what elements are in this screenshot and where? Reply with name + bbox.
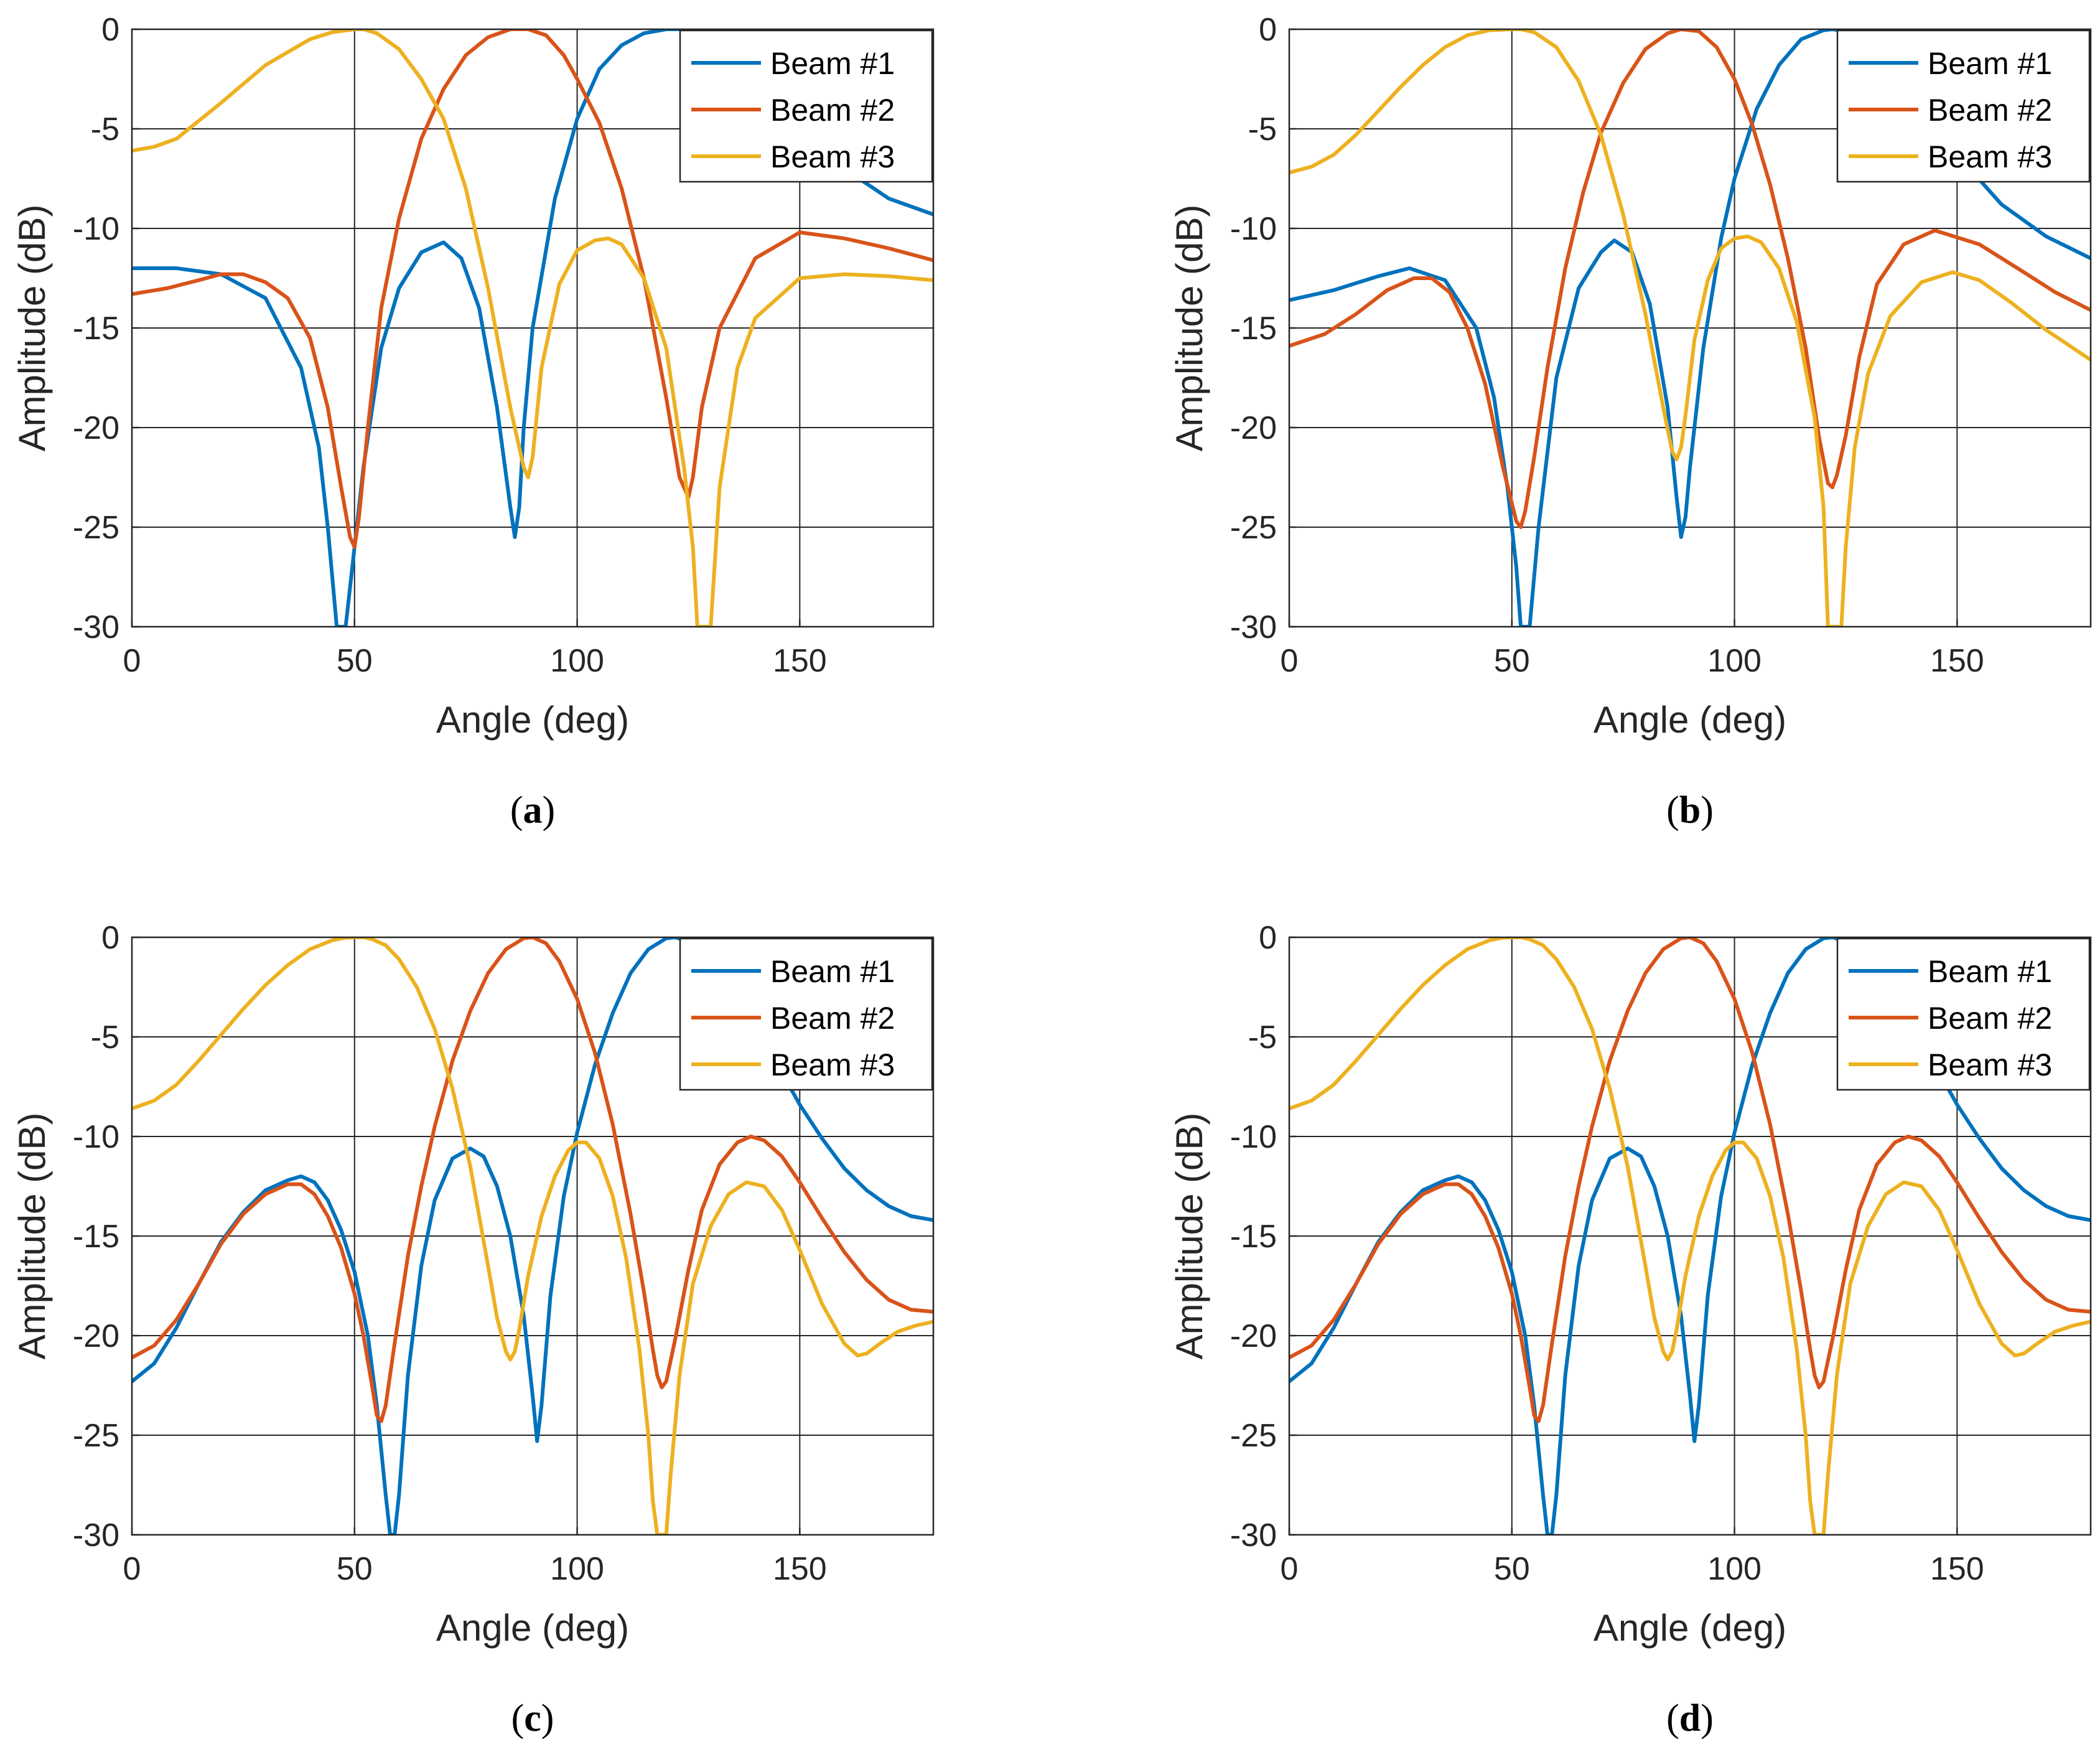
- y-tick-label: -25: [73, 1418, 119, 1454]
- y-tick-label: 0: [101, 920, 119, 956]
- y-tick-label: 0: [1259, 12, 1277, 48]
- panel-caption: (b): [1666, 789, 1714, 831]
- series-line-beam-3: [1289, 29, 2091, 627]
- y-tick-label: -20: [1230, 1318, 1277, 1354]
- y-tick-label: -5: [1248, 111, 1277, 148]
- x-tick-label: 150: [1930, 643, 1984, 679]
- series-line-beam-2: [132, 29, 933, 549]
- y-tick-label: -25: [1230, 1418, 1277, 1454]
- x-tick-label: 100: [1707, 643, 1762, 679]
- x-tick-label: 150: [773, 1551, 827, 1587]
- chart-panel-2: 0 50 100 150 0 -5 -10 -15 -20 -25 -30 Angle (deg) Am…: [1169, 12, 2092, 831]
- panel-caption: (c): [511, 1697, 554, 1740]
- y-tick-label: -10: [73, 1119, 119, 1155]
- chart-panel-3: 0 50 100 150 0 -5 -10 -15 -20 -25 -30 Angle (deg) Am…: [11, 920, 935, 1740]
- legend-label-beam-2: Beam #2: [770, 1001, 895, 1036]
- y-tick-label: -30: [73, 609, 119, 645]
- x-tick-label: 50: [1494, 1551, 1530, 1587]
- chart-panel-1: 0 50 100 150 0 -5 -10 -15 -20 -25 -30 Angle (deg) Am…: [11, 12, 935, 831]
- legend-label-beam-1: Beam #1: [770, 954, 895, 989]
- y-tick-label: -30: [1230, 1517, 1277, 1553]
- x-tick-label: 50: [337, 643, 373, 679]
- y-tick-label: -20: [1230, 410, 1277, 446]
- x-tick-label: 150: [773, 643, 827, 679]
- chart-panel-4: 0 50 100 150 0 -5 -10 -15 -20 -25 -30 Angle (deg) Am…: [1169, 920, 2092, 1740]
- x-axis-label: Angle (deg): [436, 699, 629, 741]
- x-tick-label: 100: [550, 643, 604, 679]
- x-tick-label: 50: [337, 1551, 373, 1587]
- x-axis-label: Angle (deg): [1594, 1607, 1786, 1649]
- x-tick-label: 100: [550, 1551, 604, 1587]
- legend-label-beam-2: Beam #2: [1928, 1001, 2052, 1036]
- x-tick-label: 0: [1281, 643, 1299, 679]
- y-tick-label: -10: [73, 211, 119, 247]
- panel-caption: (d): [1666, 1697, 1714, 1740]
- y-tick-label: -30: [73, 1517, 119, 1553]
- y-axis-label: Amplitude (dB): [11, 1113, 53, 1360]
- y-tick-label: -15: [73, 311, 119, 347]
- legend-label-beam-1: Beam #1: [1928, 46, 2052, 81]
- legend: Beam #1 Beam #2 Beam #3: [679, 29, 933, 183]
- y-tick-label: -10: [1230, 211, 1277, 247]
- y-tick-label: -20: [73, 410, 119, 446]
- legend: Beam #1 Beam #2 Beam #3: [1836, 937, 2091, 1091]
- x-axis-label: Angle (deg): [1594, 699, 1786, 741]
- legend-label-beam-2: Beam #2: [1928, 93, 2052, 128]
- series-line-beam-3: [1289, 937, 2091, 1535]
- legend-label-beam-3: Beam #3: [1928, 1047, 2052, 1082]
- y-tick-label: -25: [73, 510, 119, 546]
- y-tick-label: -15: [1230, 311, 1277, 347]
- legend-label-beam-1: Beam #1: [770, 46, 895, 81]
- y-tick-label: -10: [1230, 1119, 1277, 1155]
- y-tick-label: 0: [101, 12, 119, 48]
- y-tick-label: -25: [1230, 510, 1277, 546]
- legend: Beam #1 Beam #2 Beam #3: [1836, 29, 2091, 183]
- series-line-beam-3: [132, 937, 933, 1535]
- y-axis-label: Amplitude (dB): [11, 205, 53, 452]
- panel-caption: (a): [510, 789, 555, 831]
- x-tick-label: 50: [1494, 643, 1530, 679]
- series-line-beam-2: [1289, 29, 2091, 529]
- legend-label-beam-1: Beam #1: [1928, 954, 2052, 989]
- legend-label-beam-3: Beam #3: [770, 139, 895, 174]
- x-axis-label: Angle (deg): [436, 1607, 629, 1649]
- y-tick-label: -15: [1230, 1219, 1277, 1255]
- x-tick-label: 0: [123, 643, 141, 679]
- x-tick-label: 0: [123, 1551, 141, 1587]
- x-tick-label: 100: [1707, 1551, 1762, 1587]
- legend: Beam #1 Beam #2 Beam #3: [679, 937, 933, 1091]
- y-tick-label: -30: [1230, 609, 1277, 645]
- y-axis-label: Amplitude (dB): [1169, 1113, 1210, 1360]
- legend-label-beam-2: Beam #2: [770, 93, 895, 128]
- x-tick-label: 0: [1281, 1551, 1299, 1587]
- y-tick-label: -5: [1248, 1019, 1277, 1056]
- legend-label-beam-3: Beam #3: [1928, 139, 2052, 174]
- series-line-beam-3: [132, 29, 933, 627]
- y-axis-label: Amplitude (dB): [1169, 205, 1210, 452]
- y-tick-label: -5: [91, 1019, 119, 1056]
- y-tick-label: -20: [73, 1318, 119, 1354]
- y-tick-label: -5: [91, 111, 119, 148]
- legend-label-beam-3: Beam #3: [770, 1047, 895, 1082]
- y-tick-label: 0: [1259, 920, 1277, 956]
- y-tick-label: -15: [73, 1219, 119, 1255]
- x-tick-label: 150: [1930, 1551, 1984, 1587]
